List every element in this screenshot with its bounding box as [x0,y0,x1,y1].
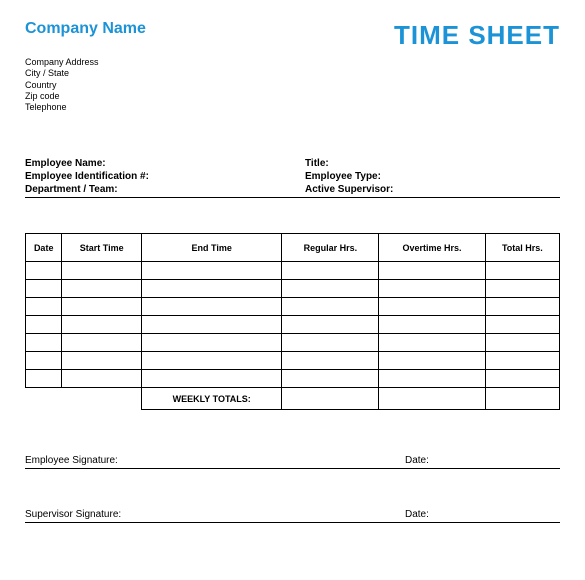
cell[interactable] [485,334,559,352]
table-row [26,280,560,298]
table-row [26,298,560,316]
col-overtime-hrs: Overtime Hrs. [379,234,486,262]
cell[interactable] [282,262,379,280]
cell[interactable] [485,298,559,316]
address-line: Zip code [25,91,560,102]
cell[interactable] [282,352,379,370]
total-overtime[interactable] [379,388,486,410]
cell[interactable] [26,352,62,370]
cell[interactable] [141,352,282,370]
cell[interactable] [282,298,379,316]
cell[interactable] [62,352,142,370]
cell[interactable] [379,298,486,316]
col-regular-hrs: Regular Hrs. [282,234,379,262]
cell[interactable] [379,352,486,370]
supervisor-signature-row: Supervisor Signature: Date: [25,509,560,523]
cell[interactable] [62,262,142,280]
supervisor-signature-label: Supervisor Signature: [25,509,405,520]
cell[interactable] [62,316,142,334]
cell[interactable] [379,334,486,352]
table-row [26,370,560,388]
address-line: Company Address [25,57,560,68]
cell[interactable] [379,370,486,388]
weekly-totals-row: WEEKLY TOTALS: [26,388,560,410]
table-row [26,262,560,280]
cell[interactable] [26,262,62,280]
cell[interactable] [141,262,282,280]
employee-signature-row: Employee Signature: Date: [25,455,560,469]
document-title: TIME SHEET [394,20,560,51]
address-line: Country [25,80,560,91]
cell[interactable] [485,280,559,298]
employee-id-label: Employee Identification #: [25,171,305,182]
table-row [26,334,560,352]
cell[interactable] [141,334,282,352]
employee-signature-date-label: Date: [405,455,560,466]
cell[interactable] [62,370,142,388]
col-date: Date [26,234,62,262]
cell[interactable] [485,370,559,388]
cell[interactable] [141,280,282,298]
table-row [26,352,560,370]
employee-info-row: Employee Identification #: Employee Type… [25,171,560,182]
cell[interactable] [141,316,282,334]
department-label: Department / Team: [25,184,305,195]
cell[interactable] [282,370,379,388]
employee-info-row: Department / Team: Active Supervisor: [25,184,560,198]
employee-name-label: Employee Name: [25,158,305,169]
table-row [26,316,560,334]
supervisor-signature-date-label: Date: [405,509,560,520]
employee-title-label: Title: [305,158,560,169]
empty-cell [62,388,142,410]
cell[interactable] [141,370,282,388]
empty-cell [26,388,62,410]
total-hours[interactable] [485,388,559,410]
cell[interactable] [485,316,559,334]
cell[interactable] [485,262,559,280]
cell[interactable] [141,298,282,316]
cell[interactable] [282,334,379,352]
cell[interactable] [26,370,62,388]
cell[interactable] [62,334,142,352]
col-end-time: End Time [141,234,282,262]
cell[interactable] [379,316,486,334]
employee-signature-label: Employee Signature: [25,455,405,466]
cell[interactable] [26,280,62,298]
weekly-totals-label: WEEKLY TOTALS: [141,388,282,410]
timesheet-table: Date Start Time End Time Regular Hrs. Ov… [25,233,560,410]
col-total-hrs: Total Hrs. [485,234,559,262]
table-header-row: Date Start Time End Time Regular Hrs. Ov… [26,234,560,262]
cell[interactable] [282,280,379,298]
employee-info-row: Employee Name: Title: [25,158,560,169]
header: Company Name TIME SHEET [25,20,560,51]
cell[interactable] [26,298,62,316]
company-name: Company Name [25,20,146,38]
cell[interactable] [379,262,486,280]
cell[interactable] [62,298,142,316]
cell[interactable] [282,316,379,334]
cell[interactable] [62,280,142,298]
cell[interactable] [379,280,486,298]
cell[interactable] [485,352,559,370]
employee-type-label: Employee Type: [305,171,560,182]
col-start-time: Start Time [62,234,142,262]
supervisor-label: Active Supervisor: [305,184,560,195]
total-regular[interactable] [282,388,379,410]
table-body: WEEKLY TOTALS: [26,262,560,410]
cell[interactable] [26,316,62,334]
company-address-block: Company Address City / State Country Zip… [25,57,560,113]
address-line: City / State [25,68,560,79]
address-line: Telephone [25,102,560,113]
cell[interactable] [26,334,62,352]
